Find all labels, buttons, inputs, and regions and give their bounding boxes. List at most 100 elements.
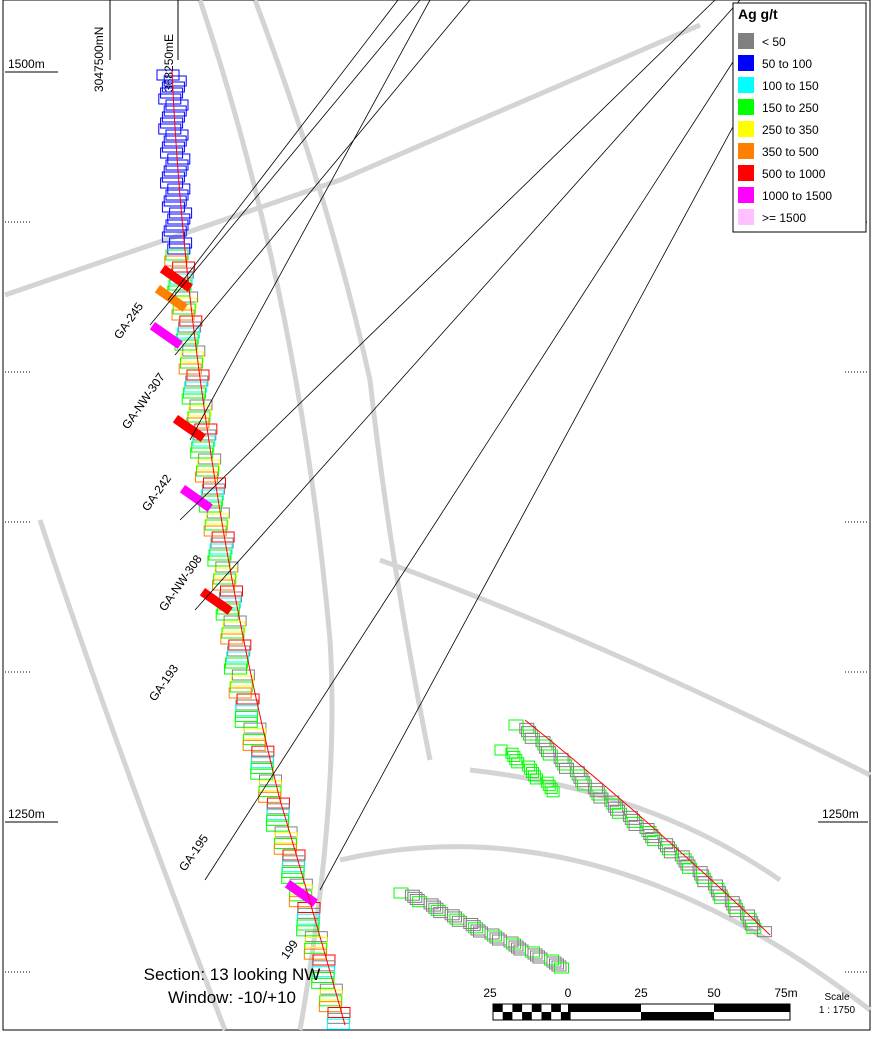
sample-box [303,948,327,960]
sample-box [164,255,188,267]
sample-box [674,850,690,862]
sample-box [508,719,524,731]
sample-box [591,789,607,801]
sample-box [575,776,591,788]
sample-box [184,381,208,393]
high-grade-interval [159,265,193,292]
high-grade-interval [149,321,183,349]
sample-box [250,757,274,769]
sample-box [318,1001,342,1013]
sample-box [251,751,275,763]
sample-box [176,327,200,339]
sample-box [243,728,267,740]
sample-box [546,786,560,798]
scale-block [641,1012,714,1020]
sample-box [559,762,575,774]
high-grade-interval [179,485,213,512]
sample-box [729,906,745,918]
ticks [5,0,868,973]
sample-box [274,837,298,849]
sample-box [160,147,184,159]
sample-box [227,645,251,657]
sample-box [196,465,220,477]
sample-box [185,375,209,387]
sample-box [312,954,336,966]
sample-box [225,657,249,669]
sample-box [508,940,524,952]
sample-box [190,447,214,459]
sample-box [160,177,184,189]
sample-box [273,843,297,855]
elevation-label: 1500m [8,57,45,71]
sample-box [161,201,185,213]
sample-box [549,958,564,970]
sample-box [234,716,258,728]
sample-box [230,675,254,687]
sample-box [187,411,211,423]
high-grade-interval [199,588,233,615]
sample-box [311,966,335,978]
sample-box [163,165,187,177]
sample-box [161,171,185,183]
scale-label: 50 [707,986,721,1000]
sample-box [158,93,182,105]
sample-box [507,750,521,762]
sample-box [647,835,663,847]
legend-swatch [738,165,754,181]
sample-box [212,579,236,591]
legend-label: 250 to 350 [762,123,819,137]
sample-box [304,942,328,954]
sample-box [266,809,290,821]
sample-box [242,739,266,751]
sample-box [165,249,189,261]
sample-box [281,861,305,873]
scale-block [541,1012,552,1020]
sample-box [319,989,343,1001]
sample-box [251,745,275,757]
sample-box [172,261,196,273]
sample-box [266,814,290,826]
sample-box [663,847,679,859]
sample-box [626,816,642,828]
sample-box [167,243,191,255]
sample-box [191,441,215,453]
sample-box [186,369,210,381]
elevation-label: 1250m [8,807,45,821]
sample-box [509,754,523,766]
sample-box [281,867,305,878]
sample-box [223,615,247,627]
scale-label: 75m [774,986,797,1000]
high-grade-interval [154,285,188,312]
sample-box [222,621,246,633]
legend-swatch [738,99,754,115]
sample-box [179,315,203,327]
sample-box [160,117,184,129]
scale-block [560,1012,571,1020]
sample-box [158,123,182,135]
sample-box [205,513,229,525]
sample-box [319,983,343,995]
sample-box [282,855,306,867]
sample-box [189,399,213,411]
sample-box [624,813,640,825]
sample-box [201,483,225,495]
sample-box [178,321,202,333]
sample-box [551,960,567,972]
sample-box [319,995,343,1007]
faults [4,0,872,1031]
sample-box [622,810,638,822]
sample-box [210,537,234,549]
sample-box [304,931,328,943]
legend-swatch [738,121,754,137]
sample-box [220,585,244,597]
sample-box [223,663,247,675]
sample-box [204,519,228,531]
sample-box [167,153,191,165]
legend-title: Ag g/t [738,6,778,22]
legend-label: 500 to 1000 [762,167,826,181]
section-window: Window: -10/+10 [168,988,296,1007]
scale-block [551,1004,561,1012]
legend-swatch [738,55,754,71]
sample-box [234,711,258,723]
scale-bar [492,1003,791,1021]
